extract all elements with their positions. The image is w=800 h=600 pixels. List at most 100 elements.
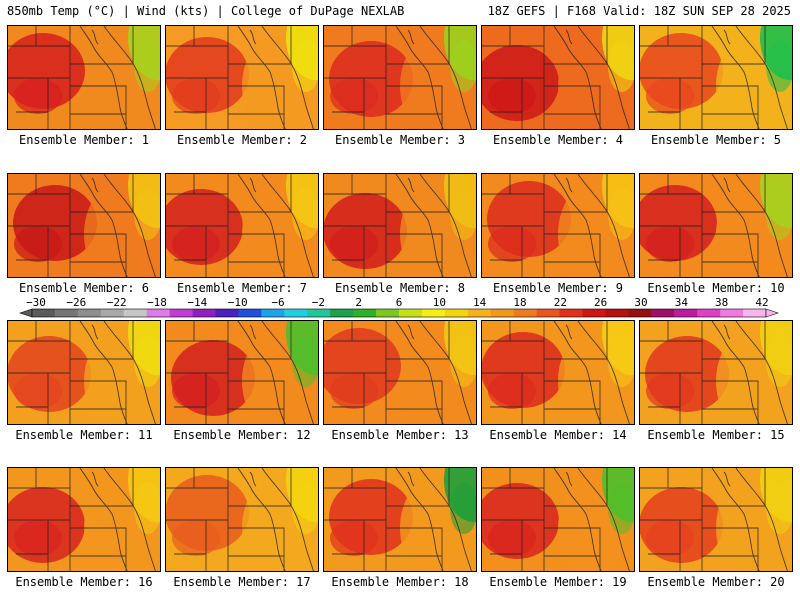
ensemble-map-2 (165, 25, 319, 130)
colorbar-swatch (261, 309, 285, 317)
colorbar-tick-label: −18 (147, 296, 167, 309)
temperature-field-map (640, 468, 792, 571)
ensemble-map-19 (481, 467, 635, 572)
colorbar-tick-label: 26 (594, 296, 607, 309)
colorbar-tick-label: −22 (107, 296, 127, 309)
ensemble-map-4 (481, 25, 635, 130)
ensemble-map-11 (7, 320, 161, 425)
ensemble-map-17 (165, 467, 319, 572)
ensemble-member-label: Ensemble Member: 6 (18, 281, 150, 295)
colorbar-swatch (559, 309, 583, 317)
ensemble-map-15 (639, 320, 793, 425)
ensemble-map-12 (165, 320, 319, 425)
temperature-field-map (166, 321, 318, 424)
colorbar-min-arrow (19, 308, 33, 318)
colorbar-tick-label: −6 (271, 296, 284, 309)
colorbar-swatch (192, 309, 216, 317)
colorbar-tick-label: −10 (228, 296, 248, 309)
ensemble-member-label: Ensemble Member: 9 (492, 281, 624, 295)
temperature-field-map (324, 174, 476, 277)
ensemble-member-label: Ensemble Member: 8 (334, 281, 466, 295)
ensemble-member-label: Ensemble Member: 11 (15, 428, 153, 442)
ensemble-map-10 (639, 173, 793, 278)
ensemble-map-3 (323, 25, 477, 130)
ensemble-member-label: Ensemble Member: 20 (647, 575, 785, 589)
colorbar-swatch (444, 309, 469, 317)
colorbar-tick-label: 30 (634, 296, 647, 309)
colorbar-swatch (513, 309, 538, 317)
map-title-left: 850mb Temp (°C) | Wind (kts) | College o… (7, 4, 405, 18)
temperature-colorbar: −30 −26 −22 −18 −14 −10 −6 −2 2 6 10 14 18 22 26 30 34 38… (19, 296, 779, 318)
colorbar-swatch (399, 309, 423, 317)
ensemble-member-label: Ensemble Member: 17 (173, 575, 311, 589)
colorbar-swatch (697, 309, 721, 317)
temperature-field-map (166, 26, 318, 129)
colorbar-tick-label: 6 (396, 296, 403, 309)
ensemble-member-label: Ensemble Member: 3 (334, 133, 466, 147)
colorbar-swatch (77, 309, 102, 317)
temperature-field-map (640, 174, 792, 277)
ensemble-map-8 (323, 173, 477, 278)
ensemble-map-5 (639, 25, 793, 130)
temperature-field-map (166, 468, 318, 571)
temperature-field-map (482, 468, 634, 571)
colorbar-tick-label: 42 (755, 296, 768, 309)
temperature-field-map (324, 468, 476, 571)
colorbar-tick-label: 2 (355, 296, 362, 309)
temperature-field-map (482, 174, 634, 277)
colorbar-swatch (536, 309, 561, 317)
colorbar-tick-label: −30 (26, 296, 46, 309)
ensemble-member-label: Ensemble Member: 18 (331, 575, 469, 589)
temperature-field-map (324, 26, 476, 129)
colorbar-swatch (100, 309, 125, 317)
ensemble-member-label: Ensemble Member: 4 (492, 133, 624, 147)
ensemble-map-6 (7, 173, 161, 278)
ensemble-map-16 (7, 467, 161, 572)
ensemble-member-label: Ensemble Member: 19 (489, 575, 627, 589)
temperature-field-map (8, 26, 160, 129)
ensemble-member-label: Ensemble Member: 7 (176, 281, 308, 295)
ensemble-map-20 (639, 467, 793, 572)
colorbar-tick-label: −2 (312, 296, 325, 309)
temperature-field-map (482, 321, 634, 424)
ensemble-map-14 (481, 320, 635, 425)
colorbar-tick-label: −14 (187, 296, 207, 309)
colorbar-swatch (215, 309, 239, 317)
colorbar-swatch (605, 309, 629, 317)
colorbar-tick-label: −26 (66, 296, 86, 309)
colorbar-swatch (353, 309, 377, 317)
colorbar-swatch (720, 309, 744, 317)
colorbar-swatch (467, 309, 492, 317)
colorbar-swatch (651, 309, 675, 317)
colorbar-tick-label: 18 (513, 296, 526, 309)
colorbar-swatch (238, 309, 262, 317)
colorbar-swatch (32, 309, 56, 317)
colorbar-swatch (284, 309, 308, 317)
colorbar-tick-label: 22 (554, 296, 567, 309)
colorbar-swatch (421, 309, 446, 317)
ensemble-member-label: Ensemble Member: 14 (489, 428, 627, 442)
ensemble-member-label: Ensemble Member: 2 (176, 133, 308, 147)
colorbar-swatch (146, 309, 171, 317)
temperature-field-map (8, 321, 160, 424)
ensemble-member-label: Ensemble Member: 5 (650, 133, 782, 147)
temperature-field-map (482, 26, 634, 129)
colorbar-tick-label: 10 (433, 296, 446, 309)
ensemble-member-label: Ensemble Member: 15 (647, 428, 785, 442)
ensemble-member-label: Ensemble Member: 1 (18, 133, 150, 147)
temperature-field-map (8, 174, 160, 277)
temperature-field-map (324, 321, 476, 424)
colorbar-swatch (628, 309, 652, 317)
temperature-field-map (640, 26, 792, 129)
colorbar-swatch (307, 309, 331, 317)
colorbar-swatch (376, 309, 400, 317)
colorbar-swatch (490, 309, 515, 317)
colorbar-swatch (743, 309, 767, 317)
ensemble-member-label: Ensemble Member: 12 (173, 428, 311, 442)
colorbar-swatch (54, 309, 79, 317)
colorbar-swatch (582, 309, 606, 317)
ensemble-member-label: Ensemble Member: 13 (331, 428, 469, 442)
ensemble-map-13 (323, 320, 477, 425)
colorbar-swatch (123, 309, 148, 317)
colorbar-tick-label: 14 (473, 296, 487, 309)
